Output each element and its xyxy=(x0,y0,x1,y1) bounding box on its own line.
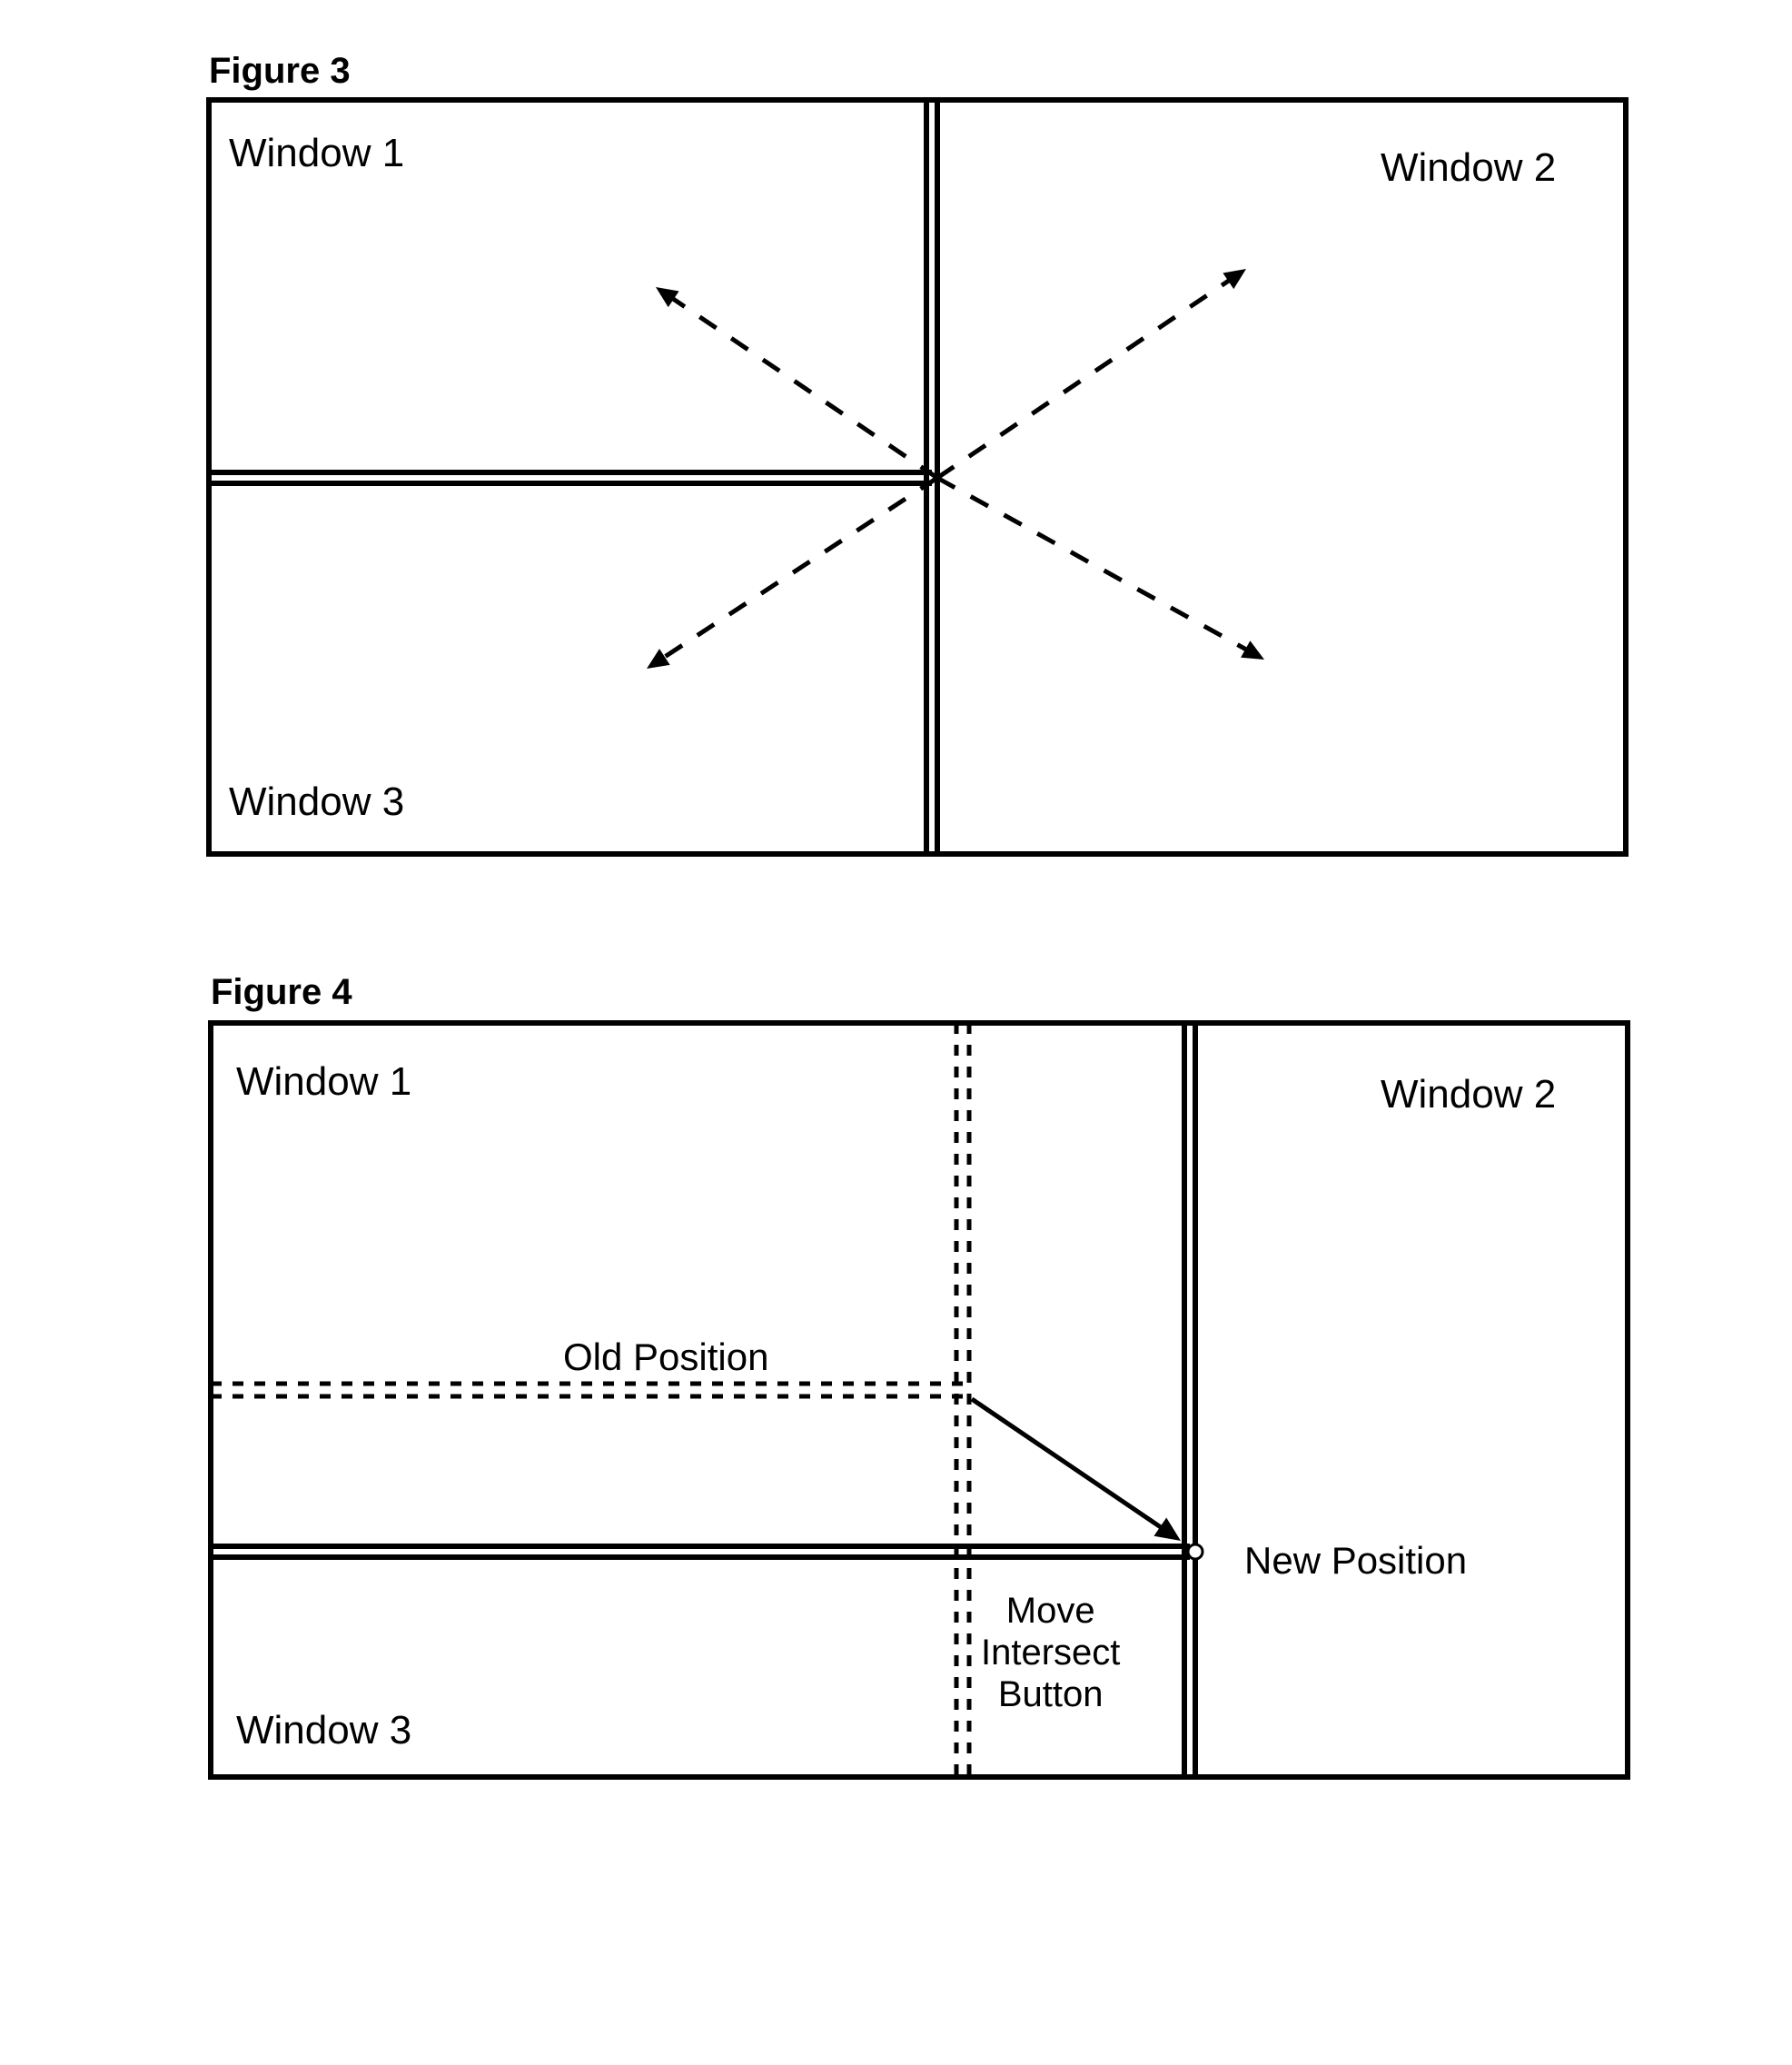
figure4-window3-label: Window 3 xyxy=(236,1708,411,1753)
figure3-window3-label: Window 3 xyxy=(229,779,404,825)
figure3-window2-label: Window 2 xyxy=(1381,145,1556,191)
figure4-window1-label: Window 1 xyxy=(236,1059,411,1105)
figure3-window1-label: Window 1 xyxy=(229,131,404,176)
move-intersect-button[interactable] xyxy=(1188,1544,1203,1559)
figure4-window2-label: Window 2 xyxy=(1381,1072,1556,1117)
figure4-move-intersect-button-label: Move Intersect Button xyxy=(981,1590,1120,1715)
figure4-new-position-label: New Position xyxy=(1244,1539,1467,1583)
figure4-old-position-label: Old Position xyxy=(563,1335,768,1379)
